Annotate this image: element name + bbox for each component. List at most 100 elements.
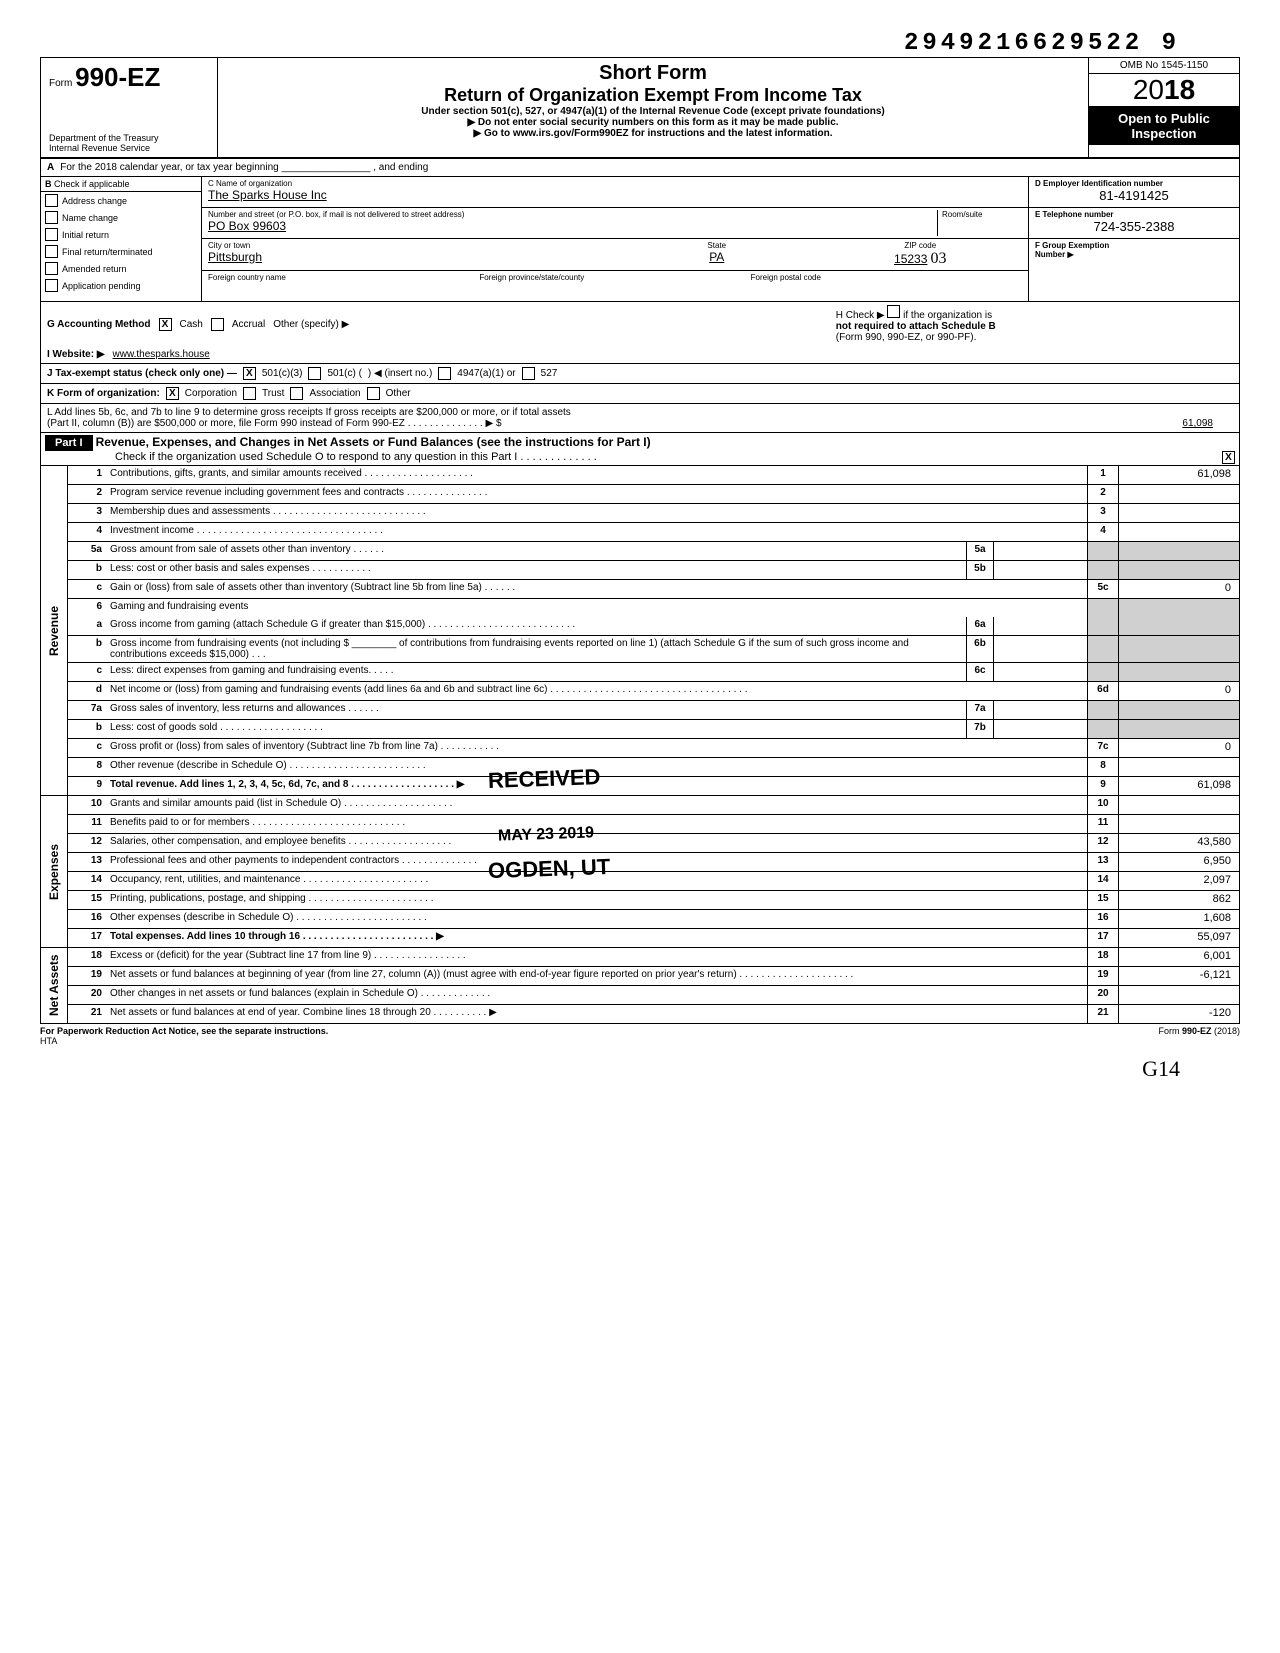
line-a: A For the 2018 calendar year, or tax yea…	[40, 159, 1240, 177]
check-address[interactable]	[45, 194, 58, 207]
ein-value: 81-4191425	[1035, 188, 1233, 203]
form-header: Form 990-EZ Department of the Treasury I…	[40, 57, 1240, 159]
line-13-desc: Professional fees and other payments to …	[106, 853, 1087, 871]
line-4-val	[1118, 523, 1239, 541]
check-final[interactable]	[45, 245, 58, 258]
line-13-val: 6,950	[1118, 853, 1239, 871]
l-text2: (Part II, column (B)) are $500,000 or mo…	[47, 418, 502, 429]
title-sub1: Under section 501(c), 527, or 4947(a)(1)…	[228, 106, 1078, 117]
line-2-val	[1118, 485, 1239, 503]
line-8-val	[1118, 758, 1239, 776]
title-sub3: ▶ Go to www.irs.gov/Form990EZ for instru…	[228, 128, 1078, 139]
line-12-val: 43,580	[1118, 834, 1239, 852]
line-11-desc: Benefits paid to or for members . . . . …	[106, 815, 1087, 833]
h-forms: (Form 990, 990-EZ, or 990-PF).	[836, 332, 977, 343]
check-501c3[interactable]	[243, 367, 256, 380]
line-10-desc: Grants and similar amounts paid (list in…	[106, 796, 1087, 814]
expenses-section: Expenses RECEIVED MAY 23 2019 OGDEN, UT …	[40, 796, 1240, 948]
form-number: 990-EZ	[75, 62, 160, 92]
line-14-desc: Occupancy, rent, utilities, and maintena…	[106, 872, 1087, 890]
line-20-val	[1118, 986, 1239, 1004]
check-h[interactable]	[887, 305, 900, 318]
org-addr: PO Box 99603	[208, 219, 937, 233]
line-18-val: 6,001	[1118, 948, 1239, 966]
org-city: Pittsburgh	[208, 250, 615, 264]
line-9-desc: Total revenue. Add lines 1, 2, 3, 4, 5c,…	[110, 779, 464, 790]
title-short: Short Form	[228, 62, 1078, 85]
title-box: Short Form Return of Organization Exempt…	[218, 58, 1089, 157]
footer-left: For Paperwork Reduction Act Notice, see …	[40, 1026, 328, 1036]
check-name[interactable]	[45, 211, 58, 224]
line-8-desc: Other revenue (describe in Schedule O) .…	[106, 758, 1087, 776]
line-1-desc: Contributions, gifts, grants, and simila…	[106, 466, 1087, 484]
ein-label: D Employer Identification number	[1035, 179, 1233, 188]
line-19-desc: Net assets or fund balances at beginning…	[106, 967, 1087, 985]
form-label: Form	[49, 78, 72, 89]
line-5c-desc: Gain or (loss) from sale of assets other…	[106, 580, 1087, 598]
check-accrual[interactable]	[211, 318, 224, 331]
line-4-desc: Investment income . . . . . . . . . . . …	[106, 523, 1087, 541]
org-column: C Name of organization The Sparks House …	[202, 177, 1029, 301]
line-20-desc: Other changes in net assets or fund bala…	[106, 986, 1087, 1004]
dept-treasury: Department of the Treasury	[49, 133, 209, 143]
page-footer: For Paperwork Reduction Act Notice, see …	[40, 1024, 1240, 1046]
tel-label: E Telephone number	[1035, 210, 1233, 219]
line-6b-desc: Gross income from fundraising events (no…	[106, 636, 966, 662]
line-5a-desc: Gross amount from sale of assets other t…	[106, 542, 966, 560]
part1-check-text: Check if the organization used Schedule …	[45, 451, 597, 463]
org-name-label: C Name of organization	[208, 179, 1022, 188]
line-16-val: 1,608	[1118, 910, 1239, 928]
line-16-desc: Other expenses (describe in Schedule O) …	[106, 910, 1087, 928]
line-7c-desc: Gross profit or (loss) from sales of inv…	[106, 739, 1087, 757]
i-label: I Website: ▶	[47, 349, 105, 360]
line-15-desc: Printing, publications, postage, and shi…	[106, 891, 1087, 909]
zip-handwritten: 03	[930, 250, 946, 267]
row-l: L Add lines 5b, 6c, and 7b to line 9 to …	[40, 404, 1240, 433]
line-7c-val: 0	[1118, 739, 1239, 757]
line-21-desc: Net assets or fund balances at end of ye…	[106, 1005, 1087, 1023]
check-501c[interactable]	[308, 367, 321, 380]
foreign-prov-label: Foreign province/state/county	[479, 273, 750, 282]
h-label: H Check ▶	[836, 310, 885, 321]
dept-irs: Internal Revenue Service	[49, 143, 209, 153]
check-4947[interactable]	[438, 367, 451, 380]
right-column: D Employer Identification number 81-4191…	[1029, 177, 1239, 301]
handwritten-note: G14	[40, 1046, 1240, 1082]
check-cash[interactable]	[159, 318, 172, 331]
check-column: B Check if applicable Address change Nam…	[41, 177, 202, 301]
check-other-org[interactable]	[367, 387, 380, 400]
h-not-required: not required to attach Schedule B	[836, 321, 996, 332]
line-6-desc: Gaming and fundraising events	[106, 599, 1087, 617]
open-to-public: Open to Public Inspection	[1089, 107, 1239, 145]
check-pending[interactable]	[45, 279, 58, 292]
org-state: PA	[615, 250, 819, 264]
line-14-val: 2,097	[1118, 872, 1239, 890]
part1-title: Revenue, Expenses, and Changes in Net As…	[96, 435, 651, 449]
l-text1: L Add lines 5b, 6c, and 7b to line 9 to …	[47, 407, 1233, 418]
line-9-val: 61,098	[1118, 777, 1239, 795]
part1-label: Part I	[45, 435, 93, 451]
net-assets-section: Net Assets 18Excess or (deficit) for the…	[40, 948, 1240, 1024]
g-label: G Accounting Method	[47, 319, 151, 330]
check-initial[interactable]	[45, 228, 58, 241]
line-11-val	[1118, 815, 1239, 833]
line-6c-desc: Less: direct expenses from gaming and fu…	[106, 663, 966, 681]
check-schedule-o[interactable]	[1222, 451, 1235, 464]
check-amended[interactable]	[45, 262, 58, 275]
year-box: OMB No 1545-1150 2018 Open to Public Ins…	[1089, 58, 1239, 157]
part1-header: Part I Revenue, Expenses, and Changes in…	[40, 433, 1240, 466]
revenue-section: Revenue 1Contributions, gifts, grants, a…	[40, 466, 1240, 796]
check-assoc[interactable]	[290, 387, 303, 400]
k-label: K Form of organization:	[47, 388, 160, 399]
line-19-val: -6,121	[1118, 967, 1239, 985]
tax-year: 2018	[1089, 74, 1239, 107]
footer-right: Form 990-EZ (2018)	[1158, 1026, 1240, 1046]
omb-number: OMB No 1545-1150	[1089, 58, 1239, 74]
check-527[interactable]	[522, 367, 535, 380]
line-1-val: 61,098	[1118, 466, 1239, 484]
footer-hta: HTA	[40, 1036, 57, 1046]
check-corp[interactable]	[166, 387, 179, 400]
line-21-val: -120	[1118, 1005, 1239, 1023]
check-trust[interactable]	[243, 387, 256, 400]
row-k: K Form of organization: Corporation Trus…	[40, 384, 1240, 404]
